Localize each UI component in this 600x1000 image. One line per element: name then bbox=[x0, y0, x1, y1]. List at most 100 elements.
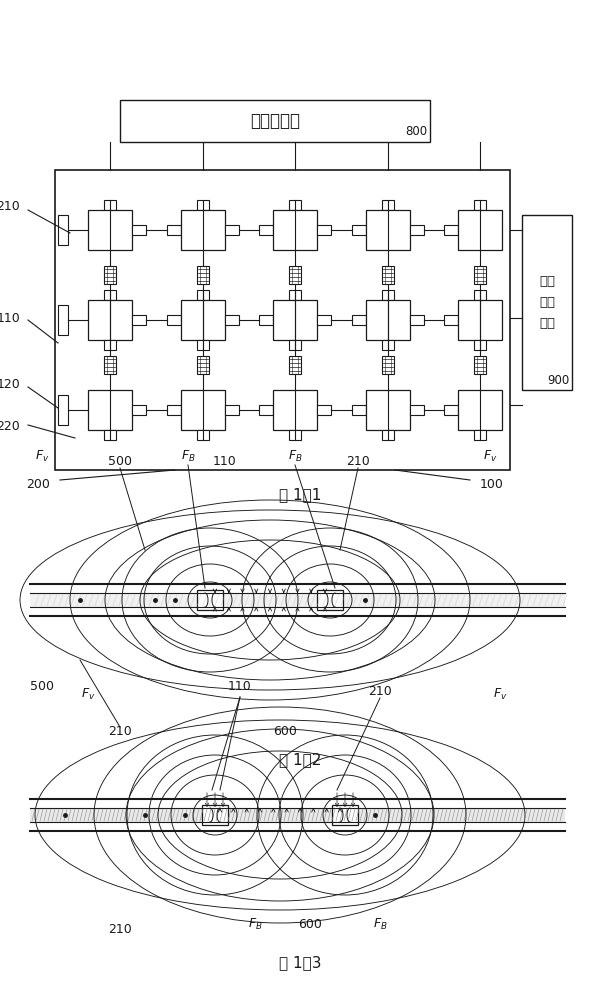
Text: 210: 210 bbox=[108, 923, 132, 936]
Bar bbox=[444, 315, 458, 325]
Text: 200: 200 bbox=[26, 478, 50, 490]
Bar bbox=[167, 225, 181, 235]
Bar bbox=[202, 805, 228, 825]
Bar bbox=[273, 300, 317, 340]
Bar bbox=[352, 405, 366, 415]
Bar bbox=[104, 340, 116, 350]
Bar bbox=[197, 590, 223, 610]
Bar bbox=[474, 200, 486, 210]
Bar bbox=[225, 225, 239, 235]
Bar bbox=[366, 210, 410, 250]
Bar bbox=[132, 225, 146, 235]
Bar bbox=[289, 340, 301, 350]
Bar bbox=[317, 405, 331, 415]
Bar bbox=[474, 356, 486, 374]
Bar bbox=[444, 405, 458, 415]
Text: $F_v$: $F_v$ bbox=[35, 449, 49, 464]
Bar bbox=[289, 290, 301, 300]
Text: 900: 900 bbox=[548, 374, 570, 387]
Bar bbox=[88, 210, 132, 250]
Text: $F_v$: $F_v$ bbox=[483, 449, 497, 464]
Bar bbox=[167, 315, 181, 325]
Bar bbox=[410, 405, 424, 415]
Text: 传感
控制
模块: 传感 控制 模块 bbox=[539, 275, 555, 330]
Bar bbox=[289, 356, 301, 374]
Bar bbox=[58, 305, 68, 335]
Bar bbox=[259, 225, 273, 235]
Bar bbox=[104, 356, 116, 374]
Bar bbox=[289, 430, 301, 440]
Bar bbox=[88, 390, 132, 430]
Bar bbox=[197, 356, 209, 374]
Bar bbox=[317, 590, 343, 610]
Bar bbox=[104, 266, 116, 284]
Bar bbox=[474, 266, 486, 284]
Text: $F_B$: $F_B$ bbox=[248, 917, 262, 932]
Bar bbox=[382, 430, 394, 440]
Bar bbox=[197, 290, 209, 300]
Bar bbox=[366, 300, 410, 340]
Bar bbox=[225, 405, 239, 415]
Bar bbox=[132, 315, 146, 325]
Bar bbox=[30, 808, 565, 822]
Bar bbox=[382, 290, 394, 300]
Bar bbox=[197, 200, 209, 210]
Bar bbox=[197, 430, 209, 440]
Bar bbox=[273, 210, 317, 250]
Bar bbox=[30, 593, 565, 607]
Text: $F_B$: $F_B$ bbox=[181, 449, 196, 464]
Text: $F_B$: $F_B$ bbox=[373, 917, 388, 932]
Bar bbox=[120, 100, 430, 142]
Bar bbox=[382, 200, 394, 210]
Bar bbox=[259, 315, 273, 325]
Bar bbox=[289, 266, 301, 284]
Bar bbox=[317, 315, 331, 325]
Bar bbox=[58, 395, 68, 425]
Bar bbox=[352, 315, 366, 325]
Text: $F_B$: $F_B$ bbox=[287, 449, 302, 464]
Text: 210: 210 bbox=[108, 725, 132, 738]
Bar bbox=[410, 315, 424, 325]
Bar bbox=[104, 200, 116, 210]
Text: 图 1－1: 图 1－1 bbox=[279, 488, 321, 502]
Bar bbox=[55, 170, 510, 470]
Bar bbox=[474, 290, 486, 300]
Bar bbox=[58, 215, 68, 245]
Text: 500: 500 bbox=[108, 455, 132, 468]
Bar bbox=[273, 390, 317, 430]
Bar bbox=[458, 210, 502, 250]
Text: 800: 800 bbox=[405, 125, 427, 138]
Bar bbox=[197, 266, 209, 284]
Bar bbox=[181, 390, 225, 430]
Bar bbox=[352, 225, 366, 235]
Text: 210: 210 bbox=[346, 455, 370, 468]
Text: 600: 600 bbox=[298, 918, 322, 931]
Bar bbox=[366, 390, 410, 430]
Text: 图 1－3: 图 1－3 bbox=[279, 956, 321, 970]
Bar bbox=[259, 405, 273, 415]
Text: 图 1－2: 图 1－2 bbox=[279, 752, 321, 768]
Bar bbox=[167, 405, 181, 415]
Text: 110: 110 bbox=[213, 455, 237, 468]
Bar bbox=[88, 300, 132, 340]
Text: $F_v$: $F_v$ bbox=[81, 687, 95, 702]
Bar bbox=[458, 390, 502, 430]
Bar bbox=[382, 266, 394, 284]
Bar bbox=[458, 300, 502, 340]
Text: 210: 210 bbox=[0, 200, 20, 214]
Bar bbox=[225, 315, 239, 325]
Bar bbox=[104, 430, 116, 440]
Bar bbox=[410, 225, 424, 235]
Text: 110: 110 bbox=[0, 312, 20, 324]
Bar bbox=[181, 300, 225, 340]
Text: 激励信号源: 激励信号源 bbox=[250, 112, 300, 130]
Bar bbox=[104, 290, 116, 300]
Text: 210: 210 bbox=[368, 685, 392, 698]
Text: 120: 120 bbox=[0, 378, 20, 391]
Bar bbox=[474, 430, 486, 440]
Bar bbox=[522, 215, 572, 390]
Text: 220: 220 bbox=[0, 420, 20, 432]
Text: $F_v$: $F_v$ bbox=[493, 687, 507, 702]
Bar bbox=[289, 200, 301, 210]
Text: 100: 100 bbox=[480, 478, 504, 490]
